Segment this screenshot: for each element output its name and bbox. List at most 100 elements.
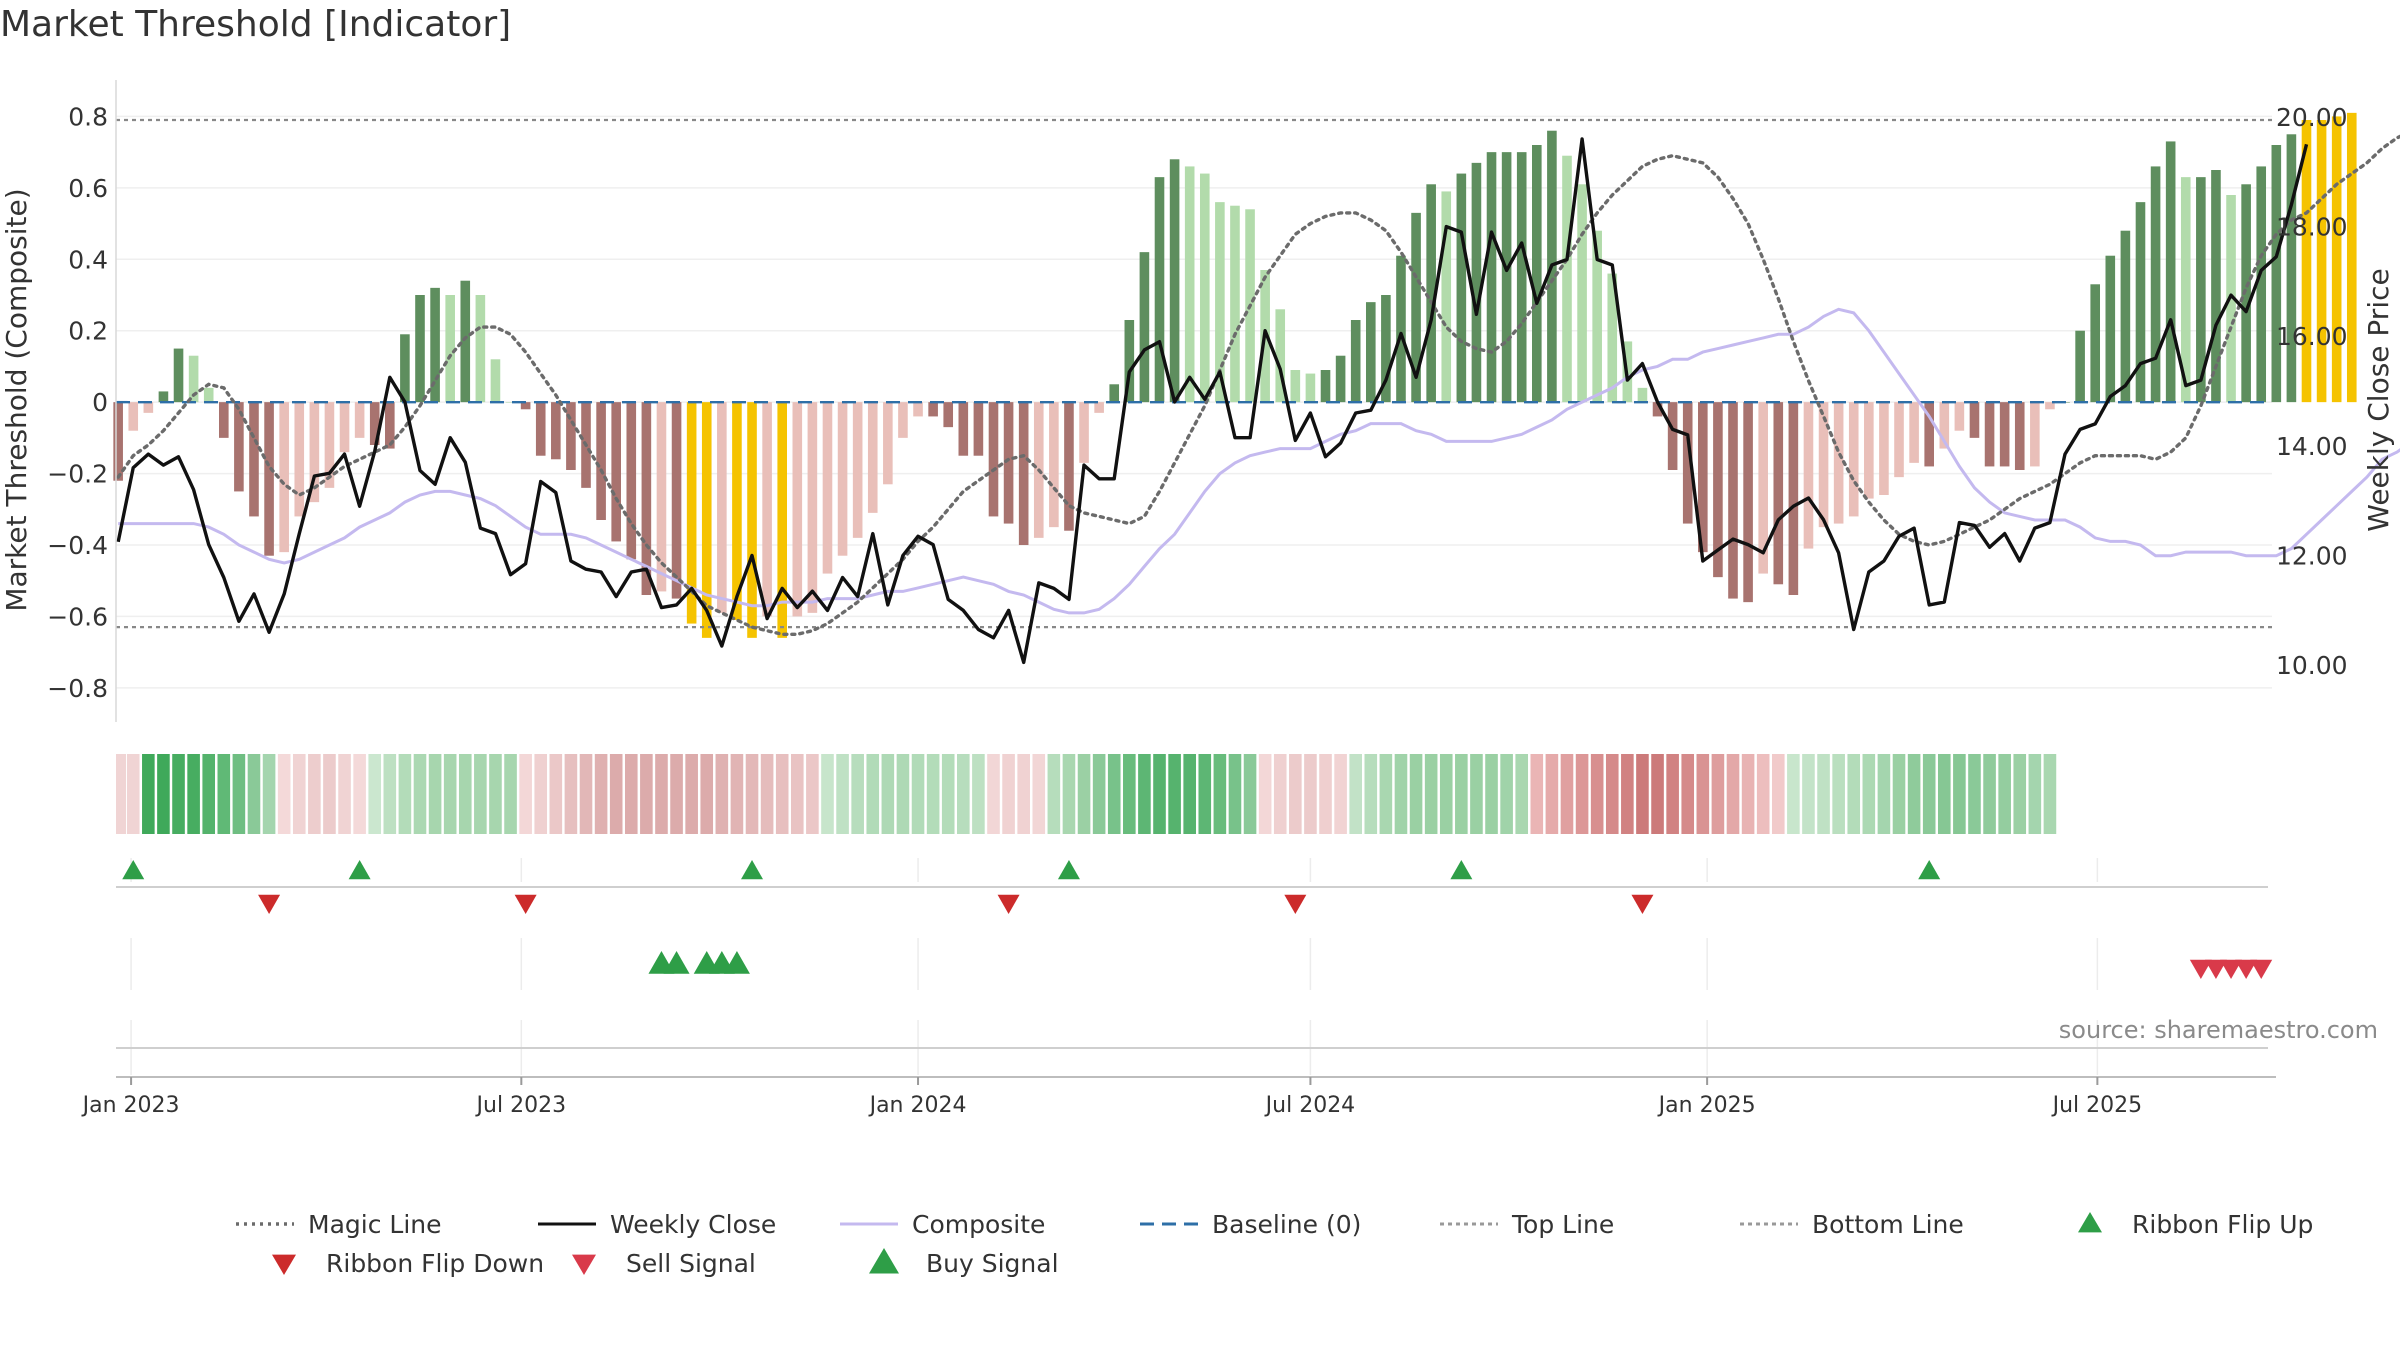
bar — [973, 402, 984, 456]
bar — [1139, 252, 1150, 403]
bar — [1999, 402, 2010, 467]
y-tick-label: 0.2 — [68, 317, 108, 346]
ribbon-cell — [790, 754, 804, 834]
bar — [1894, 402, 1904, 478]
ribbon-cell — [1530, 754, 1544, 834]
ribbon-cell — [1409, 754, 1423, 834]
bar — [1909, 402, 1919, 463]
bar — [1924, 402, 1934, 467]
y-tick-label: −0.2 — [47, 460, 108, 489]
bar — [1290, 370, 1301, 403]
ribbon-cell — [217, 754, 231, 834]
ribbon-cell — [1968, 754, 1981, 834]
ribbon-cell — [504, 754, 517, 834]
bar — [143, 402, 154, 413]
bar — [1320, 370, 1331, 403]
ribbon-cell — [1213, 754, 1227, 834]
ribbon-cell — [1575, 754, 1589, 834]
ribbon-cell — [1379, 754, 1393, 834]
bar — [1713, 402, 1723, 578]
y2-tick-label: 10.00 — [2276, 651, 2348, 680]
ribbon-cell — [202, 754, 216, 834]
ribbon-cell — [1334, 754, 1347, 834]
x-tick-label: Jul 2024 — [1264, 1093, 1356, 1118]
bar — [309, 402, 320, 503]
bar — [1969, 402, 1980, 438]
bar — [219, 402, 229, 438]
ribbon-cell — [1892, 754, 1906, 834]
ribbon-cell — [1032, 754, 1046, 834]
buy-signal-marker — [723, 951, 750, 974]
ribbon-cell — [1741, 754, 1755, 834]
bar — [2014, 402, 2025, 470]
legend-item: Baseline (0) — [1140, 1210, 1361, 1239]
bar — [1698, 402, 1708, 553]
bar — [1305, 373, 1316, 403]
ribbon-cell — [1560, 754, 1574, 834]
bar — [1064, 402, 1074, 531]
bar — [2075, 330, 2085, 403]
bar — [1743, 402, 1753, 603]
ribbon-cell — [1439, 754, 1453, 834]
y2-axis-label: Weekly Close Price — [2362, 268, 2395, 531]
ribbon-cell — [1455, 754, 1468, 834]
ribbon-cell — [489, 754, 502, 834]
bar — [1471, 162, 1482, 403]
bar — [279, 402, 289, 553]
y2-tick-label: 20.00 — [2276, 103, 2348, 132]
bar — [2211, 170, 2221, 403]
ribbon-cell — [1515, 754, 1529, 834]
y2-tick-label: 18.00 — [2276, 213, 2348, 242]
x-tick-label: Jan 2023 — [81, 1093, 180, 1118]
line-series — [116, 134, 2400, 665]
bar — [1682, 402, 1693, 524]
bar — [1094, 402, 1104, 413]
bar — [354, 402, 365, 438]
ribbon-cell — [896, 754, 910, 834]
y-tick-label: −0.4 — [47, 531, 108, 560]
bar — [2286, 134, 2297, 403]
chart-title: Market Threshold [Indicator] — [0, 4, 512, 45]
ribbon-cell — [262, 754, 276, 834]
bar — [415, 295, 425, 403]
bar — [400, 334, 410, 403]
ribbon-cell — [1636, 754, 1649, 834]
bar — [2301, 120, 2312, 403]
bar — [1124, 320, 1135, 403]
bar — [611, 402, 621, 542]
ribbon-cell — [1077, 754, 1091, 834]
ribbon-cell — [549, 754, 563, 834]
legend-swatch — [572, 1254, 596, 1275]
bar — [369, 402, 380, 445]
ribbon-cell — [142, 754, 155, 834]
bar — [852, 402, 863, 538]
bar — [249, 402, 259, 517]
ribbon-cell — [519, 754, 532, 834]
bar — [2120, 230, 2131, 403]
bar — [1562, 155, 1572, 403]
source-credit: source: sharemaestro.com — [2059, 1016, 2378, 1044]
legend-swatch — [2078, 1212, 2102, 1233]
bar — [883, 402, 893, 485]
ribbon-cell — [1485, 754, 1498, 834]
bar — [2180, 177, 2191, 403]
ribbon-cell — [1787, 754, 1800, 834]
x-tick-label: Jul 2025 — [2051, 1093, 2143, 1118]
bar — [747, 402, 757, 638]
ribbon-cell — [1817, 754, 1830, 834]
legend-item: Sell Signal — [572, 1249, 756, 1278]
bar — [717, 402, 727, 613]
bar — [1803, 402, 1814, 549]
ribbon-cell — [1470, 754, 1483, 834]
ribbon-cell — [368, 754, 382, 834]
bar — [430, 287, 440, 403]
y2-tick-label: 16.00 — [2276, 322, 2348, 351]
bar — [1728, 402, 1738, 599]
bar — [1818, 402, 1829, 528]
x-tick-label: Jul 2023 — [475, 1093, 567, 1118]
bar — [1758, 402, 1768, 574]
bar — [1199, 173, 1210, 403]
bar — [1335, 355, 1346, 403]
ribbon-cell — [1289, 754, 1302, 834]
ribbon-cell — [308, 754, 321, 834]
